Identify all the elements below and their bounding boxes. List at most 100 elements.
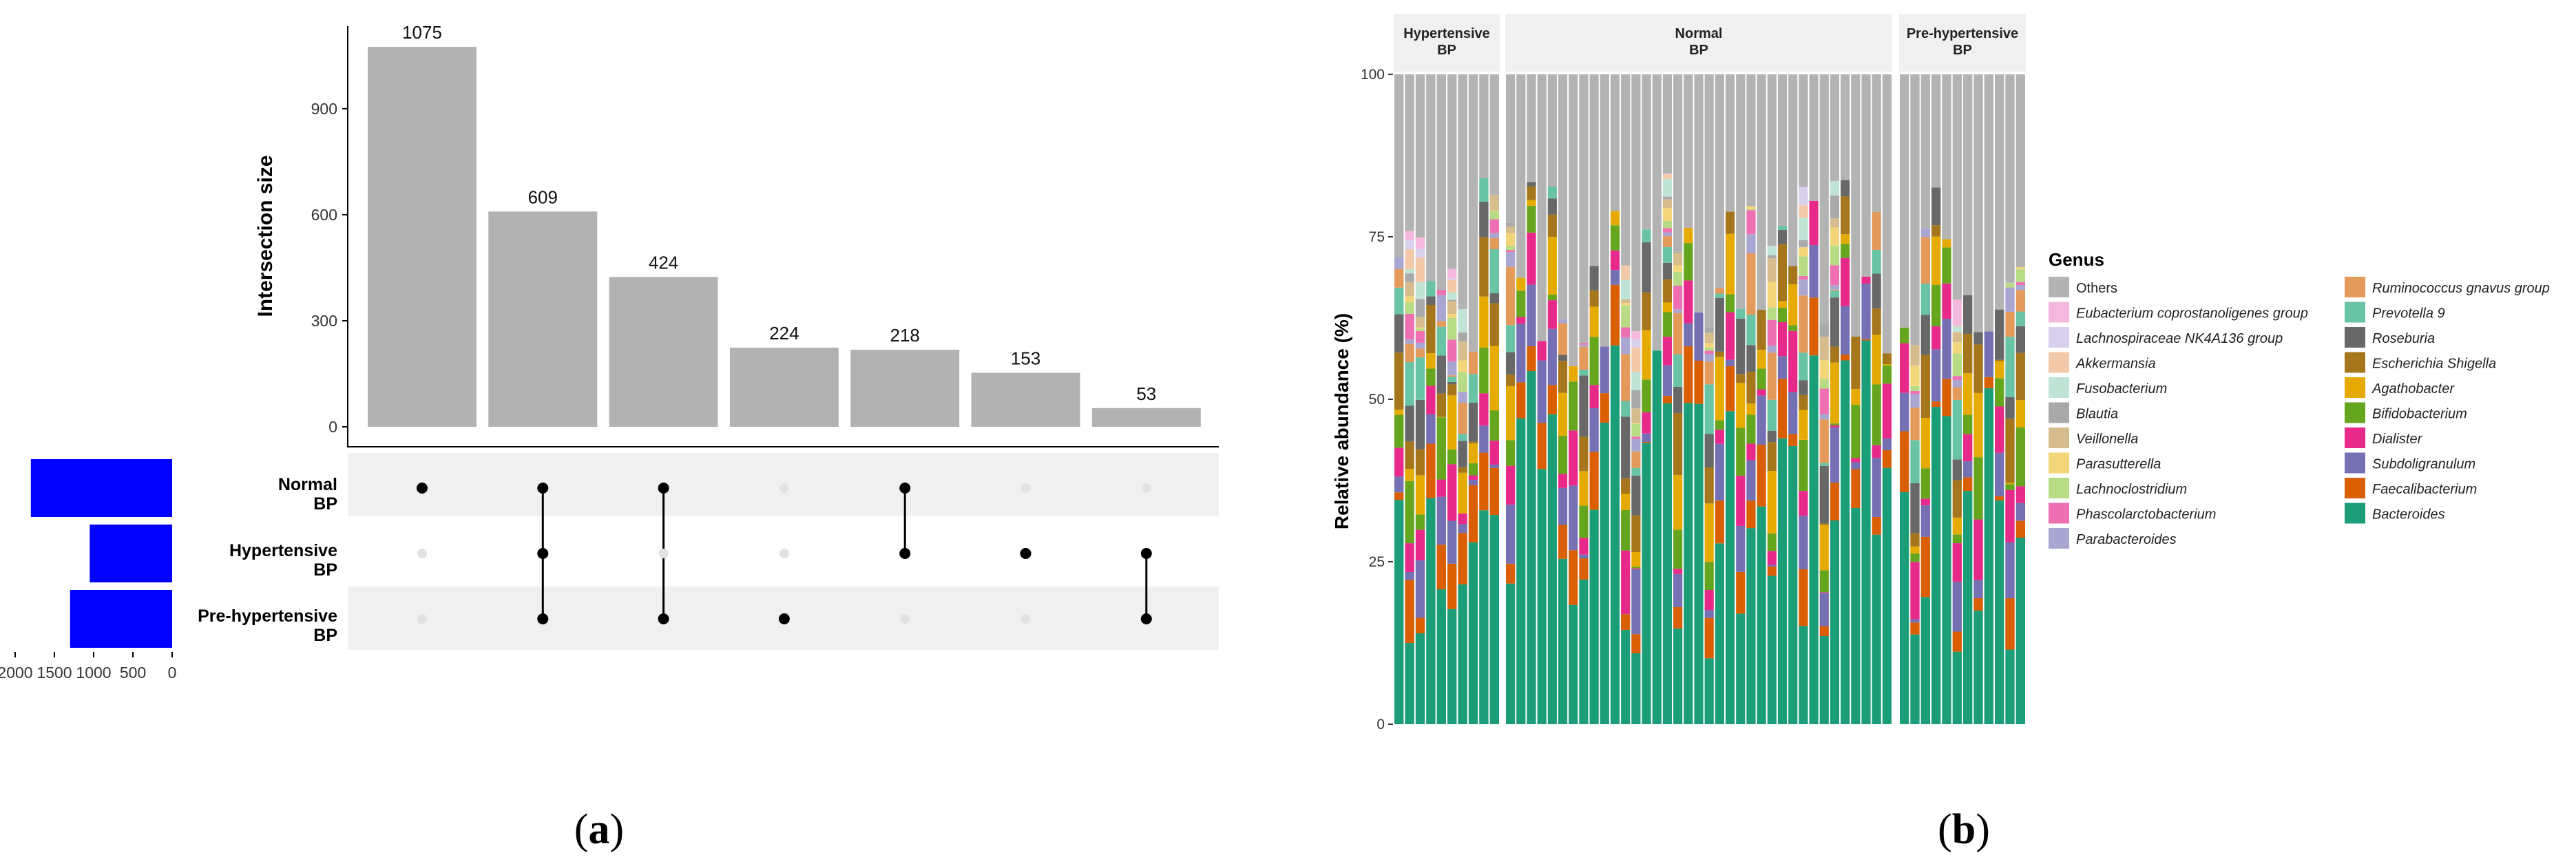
abundance-segment	[1405, 231, 1414, 240]
abundance-segment	[2015, 520, 2025, 538]
abundance-segment	[1694, 312, 1704, 361]
intersection-bar	[850, 350, 960, 427]
abundance-segment	[1830, 423, 1840, 425]
abundance-segment	[1405, 480, 1414, 544]
abundance-segment	[1736, 476, 1746, 526]
abundance-segment	[1704, 350, 1714, 355]
abundance-segment	[1405, 282, 1414, 297]
abundance-segment	[1479, 393, 1489, 426]
abundance-segment	[1920, 315, 1930, 355]
abundance-segment	[1830, 227, 1840, 246]
set-size-tick-label: 1000	[76, 664, 111, 682]
abundance-segment-others	[1642, 74, 1651, 230]
abundance-segment	[1447, 278, 1457, 280]
abundance-segment	[1569, 604, 1578, 724]
abundance-segment	[1757, 444, 1766, 507]
abundance-segment	[1479, 510, 1489, 724]
abundance-segment	[1819, 525, 1829, 571]
abundance-segment	[1415, 317, 1425, 328]
abundance-segment	[1489, 293, 1499, 304]
abundance-segment	[1468, 441, 1478, 444]
abundance-segment	[1579, 538, 1589, 555]
abundance-segment	[1405, 296, 1414, 303]
abundance-segment	[1799, 626, 1808, 724]
abundance-segment	[1589, 452, 1599, 510]
abundance-segment	[1973, 519, 1983, 580]
abundance-segment	[1631, 436, 1641, 439]
abundance-y-tick-label: 0	[1376, 717, 1385, 732]
abundance-segment	[1952, 480, 1962, 518]
abundance-segment	[1673, 354, 1683, 387]
abundance-segment	[1910, 553, 1920, 562]
abundance-segment	[1704, 590, 1714, 611]
abundance-segment	[1952, 299, 1962, 326]
set-size-bar	[30, 459, 172, 517]
abundance-segment	[1468, 374, 1478, 403]
abundance-segment	[1931, 401, 1941, 408]
abundance-segment	[1841, 257, 1850, 306]
abundance-segment	[1673, 529, 1683, 569]
abundance-y-axis-title: Relative abundance (%)	[1331, 313, 1352, 529]
abundance-segment	[1426, 281, 1436, 297]
abundance-segment	[1882, 450, 1892, 468]
abundance-segment	[1736, 374, 1746, 383]
abundance-segment	[1799, 380, 1808, 395]
legend-swatch	[2049, 528, 2069, 549]
abundance-segment	[1872, 458, 1881, 517]
abundance-segment	[1447, 292, 1457, 300]
abundance-segment	[1767, 533, 1777, 551]
intersection-bar	[1091, 408, 1201, 427]
abundance-segment	[1861, 339, 1871, 341]
abundance-segment	[1447, 381, 1457, 385]
abundance-segment	[1931, 236, 1941, 285]
abundance-segment	[1746, 345, 1756, 372]
abundance-segment	[1458, 332, 1467, 341]
abundance-segment	[1799, 439, 1808, 492]
abundance-segment	[1631, 634, 1641, 654]
abundance-segment	[1547, 385, 1557, 414]
abundance-segment	[1757, 310, 1766, 350]
abundance-segment-others	[1489, 74, 1499, 195]
abundance-segment-others	[1479, 74, 1489, 178]
abundance-segment	[1872, 384, 1881, 445]
abundance-segment	[1642, 412, 1651, 434]
abundance-segment	[1704, 658, 1714, 724]
abundance-segment	[1569, 381, 1578, 431]
intersection-bar-label: 218	[890, 325, 920, 346]
abundance-bars	[1394, 74, 2025, 724]
abundance-segment	[1788, 392, 1798, 434]
abundance-segment	[1861, 283, 1871, 339]
abundance-segment	[1872, 445, 1881, 458]
abundance-segment	[2005, 489, 2015, 542]
abundance-segment	[1621, 494, 1631, 510]
legend-label: Ruminococcus gnavus group	[2372, 281, 2550, 296]
abundance-segment	[1704, 327, 1714, 333]
abundance-segment	[1458, 513, 1467, 525]
abundance-segment	[1882, 364, 1892, 366]
abundance-segment	[1952, 399, 1962, 460]
abundance-segment	[1725, 294, 1735, 313]
matrix-dot-empty	[779, 549, 789, 558]
intersection-bar	[609, 277, 718, 427]
abundance-segment	[1447, 377, 1457, 382]
abundance-segment	[1952, 326, 1962, 327]
abundance-segment-others	[1558, 74, 1568, 320]
abundance-segment	[1662, 236, 1673, 247]
abundance-segment	[1861, 276, 1871, 284]
legend-label: Blautia	[2076, 407, 2118, 422]
abundance-segment	[1684, 346, 1693, 403]
abundance-segment	[1415, 475, 1425, 515]
abundance-segment	[1799, 352, 1808, 381]
abundance-segment	[1767, 246, 1777, 255]
abundance-segment	[1405, 642, 1414, 724]
abundance-segment	[1426, 498, 1436, 724]
abundance-segment	[1746, 234, 1756, 254]
abundance-segment	[1579, 436, 1589, 472]
abundance-segment	[1963, 434, 1973, 462]
abundance-segment	[2005, 483, 2015, 485]
abundance-y-tick-label: 100	[1361, 67, 1385, 83]
legend-label: Eubacterium coprostanoligenes group	[2076, 306, 2308, 321]
abundance-segment	[1516, 418, 1526, 724]
abundance-segment	[1819, 465, 1829, 524]
abundance-segment	[1662, 403, 1673, 724]
